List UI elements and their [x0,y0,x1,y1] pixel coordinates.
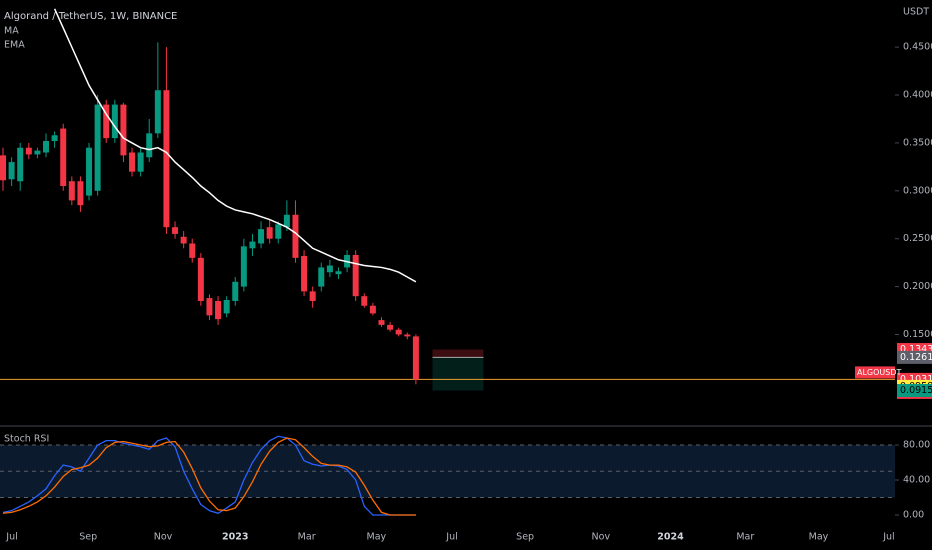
y-tick-label: 80.00 [903,440,930,451]
candle-body [258,229,265,244]
candle-body [275,224,282,239]
x-tick-label: Nov [154,532,173,543]
indicator-label: EMA [4,40,25,51]
candle-body [361,296,368,306]
x-tick-label: 2024 [657,532,684,543]
candle-body [34,150,41,155]
x-tick-label: Jul [5,532,17,543]
position-target [432,357,484,391]
candle-body [335,271,342,275]
candle-body [77,181,84,206]
axis-title: USDT [903,7,929,18]
candle-body [25,147,32,155]
candle-body [404,334,411,337]
candle-body [292,214,299,258]
candle-body [189,243,196,258]
candle-body [0,155,7,181]
pane-title: Stoch RSI [4,434,49,445]
candle-body [309,291,316,301]
stoch-line [2,437,416,516]
price-label-bg [897,384,932,398]
candle-body [395,329,402,335]
y-tick-label: 0.00 [903,510,924,521]
candle-body [206,298,213,316]
candle-body [146,133,153,158]
x-tick-label: May [809,532,829,543]
candle-body [215,300,222,320]
x-tick-label: Nov [592,532,611,543]
candle-body [51,135,58,141]
y-tick-label: 40.00 [903,475,930,486]
x-tick-label: Sep [516,532,534,543]
x-tick-label: Mar [298,532,316,543]
candle-body [68,181,75,201]
candle-body [60,128,67,187]
candle-body [180,236,187,244]
ema-line [53,8,417,283]
candle-body [378,320,385,325]
candle-body [120,104,127,156]
price-label: 0.1343 [900,344,932,355]
candle-body [129,152,136,172]
candle-body [240,246,247,287]
x-tick-label: Sep [79,532,97,543]
indicator-label: MA [4,26,19,37]
candle-body [283,214,290,228]
symbol-label-bg [855,366,895,379]
candle-body [412,336,419,380]
chart-title: Algorand / TetherUS, 1W, BINANCE [4,11,177,22]
stoch-line [2,435,416,516]
candle-body [154,90,161,134]
candle-body [43,140,50,153]
candle-body [326,265,333,273]
candle-body [8,162,15,180]
candle-body [111,104,118,139]
price-label: 0.1031 [900,374,932,385]
candle-body [163,90,170,228]
candle-body [352,254,359,297]
candle-body [223,300,230,314]
candle-body [94,104,101,191]
candle-body [387,324,394,330]
candle-body [86,147,93,196]
candle-body [197,257,204,301]
candle-body [266,227,273,239]
position-stop [432,349,484,358]
price-label: 0.0915 [900,385,932,396]
x-tick-label: 2023 [222,532,248,543]
candle-body [172,227,179,234]
price-label-bg [897,350,932,364]
candle-body [17,147,24,182]
candle-body [369,305,376,314]
candle-body [232,281,239,301]
candle-body [318,267,325,287]
candle-body [137,152,144,172]
candle-body [249,241,256,249]
price-label: 0.1261 [900,352,932,363]
candle-body [103,104,110,139]
x-tick-label: Mar [736,532,754,543]
x-tick-label: Jul [882,532,894,543]
symbol-label: ALGOUSDT [857,368,902,377]
candle-body [301,255,308,292]
x-tick-label: May [367,532,387,543]
x-tick-label: Jul [445,532,457,543]
